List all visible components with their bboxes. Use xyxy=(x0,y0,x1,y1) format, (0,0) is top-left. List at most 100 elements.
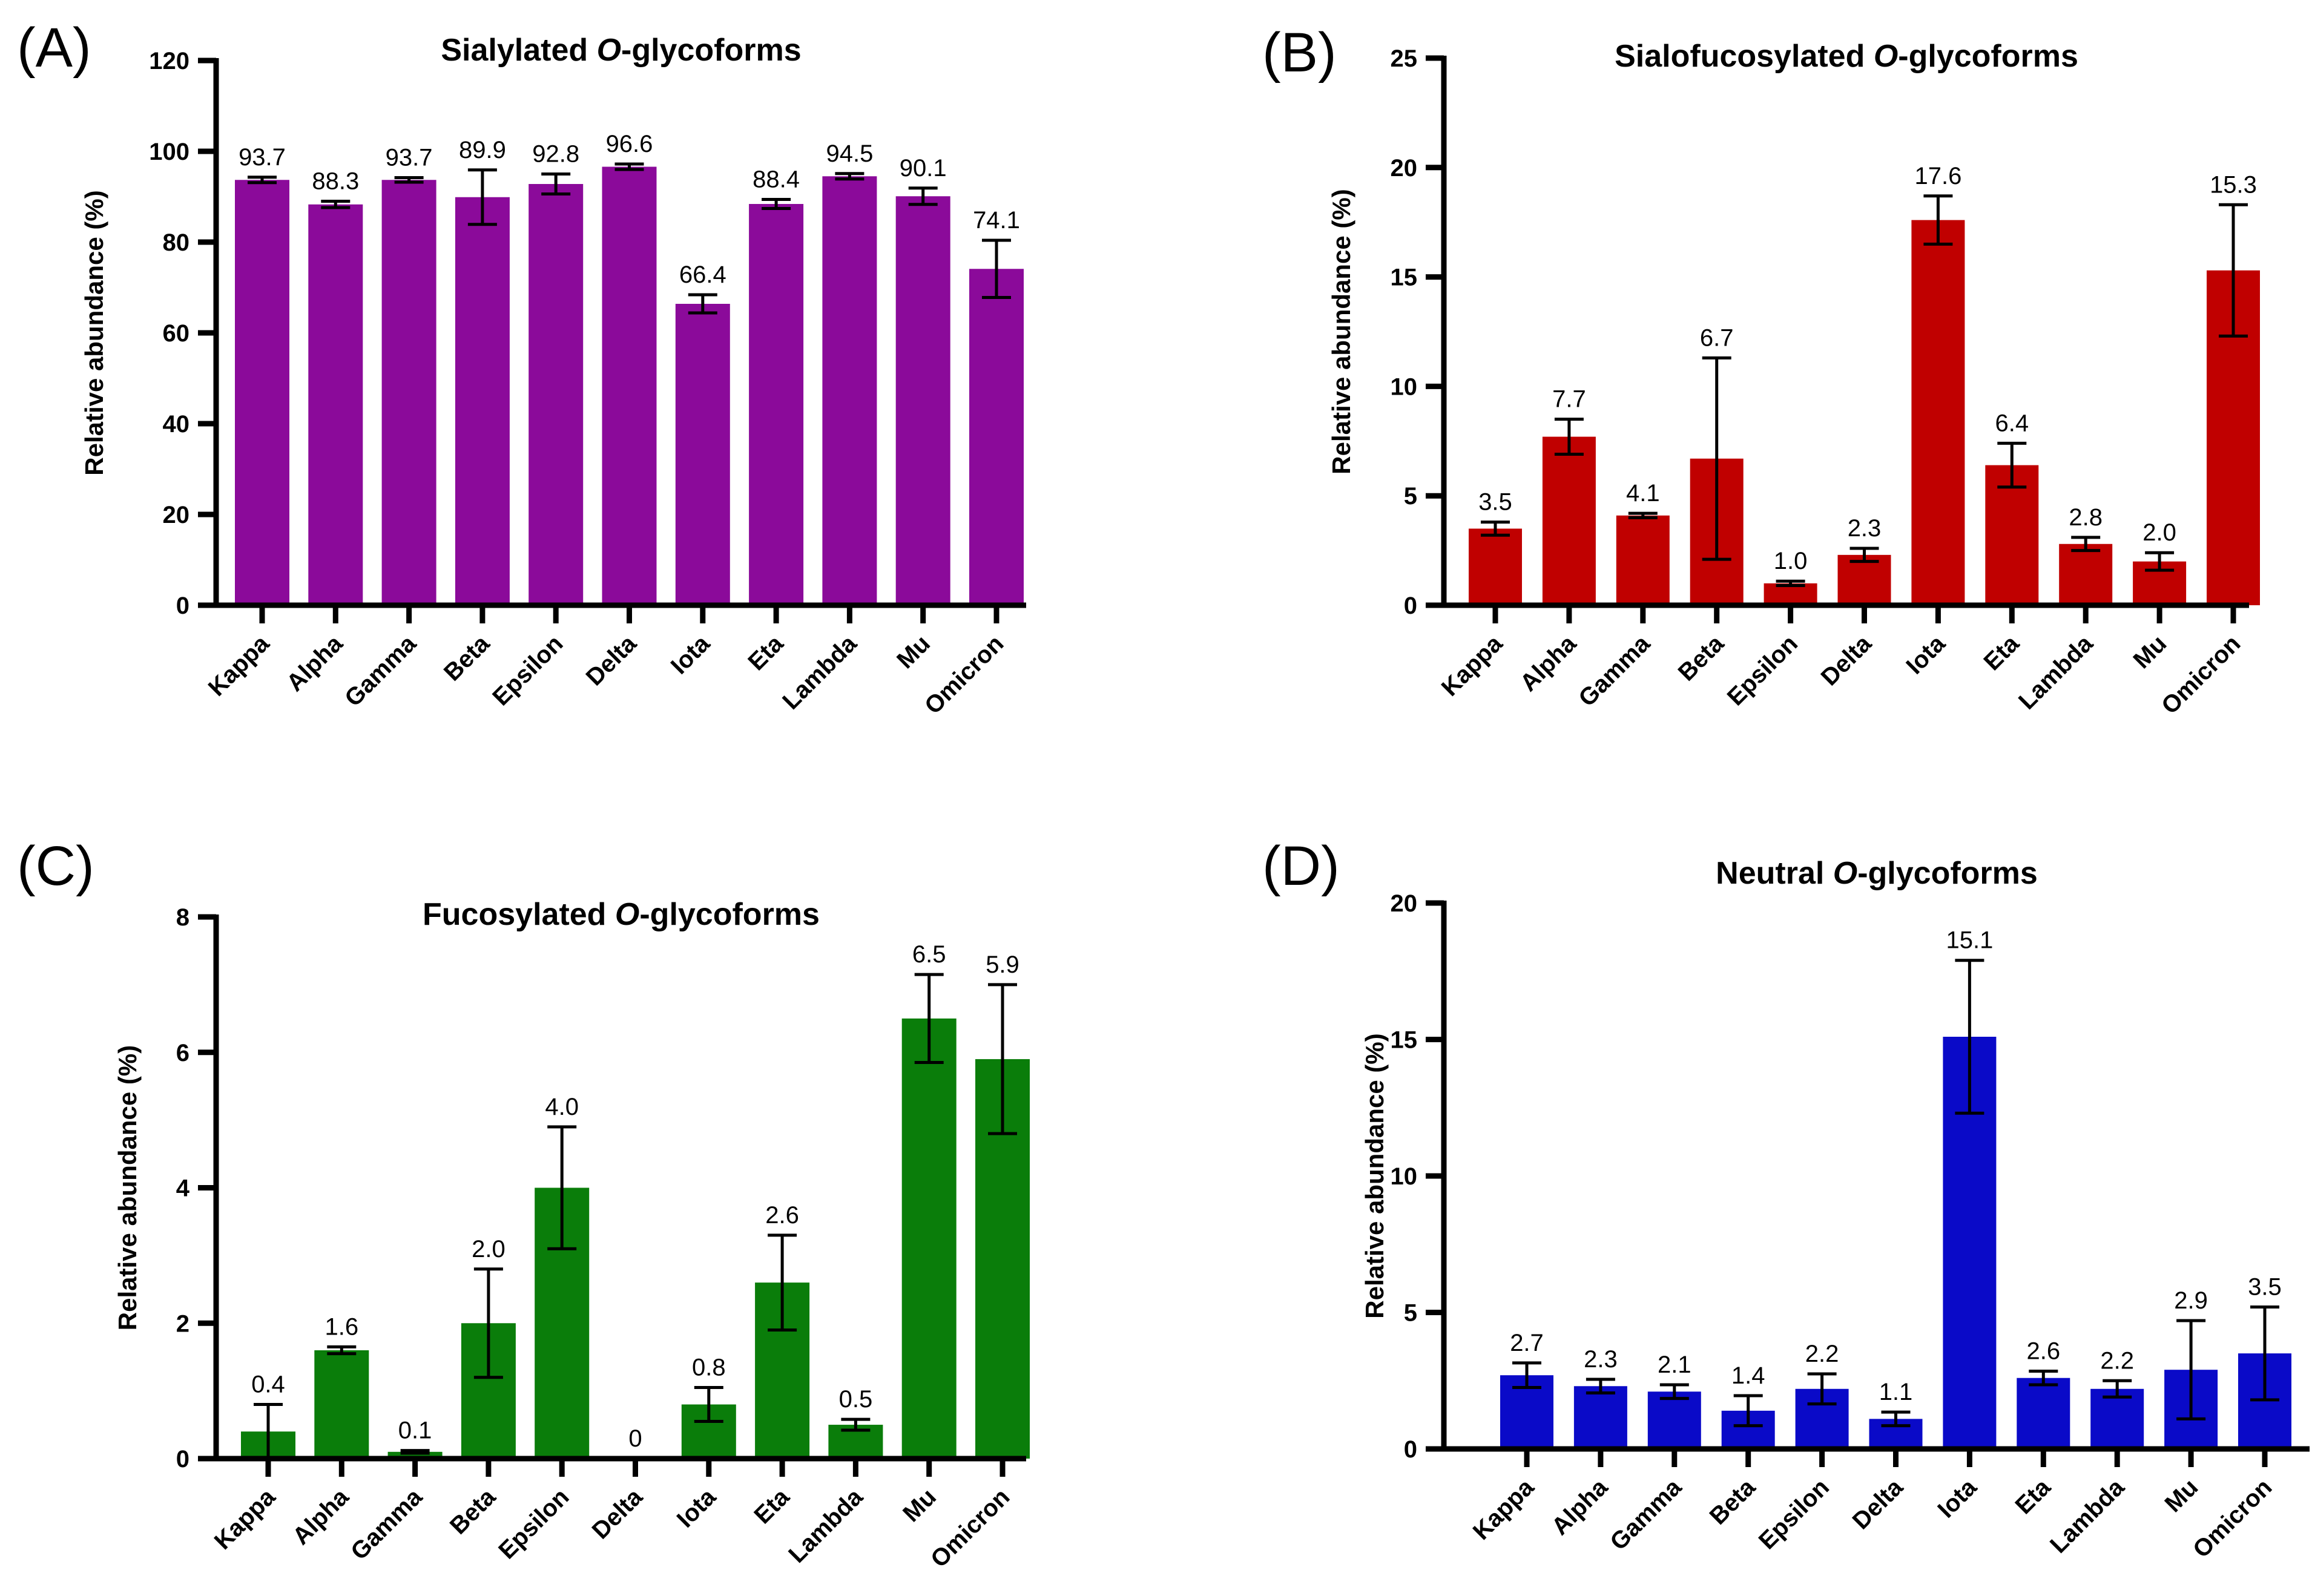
chart-title-italic: O xyxy=(615,897,639,932)
chart-panel-d: (D) Neutral O-glycoforms Relative abundanc… xyxy=(1262,835,2310,1563)
y-axis-label: Relative abundance (%) xyxy=(80,190,108,475)
data-label: 4.1 xyxy=(1626,480,1660,507)
data-label: 2.7 xyxy=(1510,1330,1544,1356)
chart-title-text: Sialofucosylated xyxy=(1615,39,1874,74)
category-label: Gamma xyxy=(1573,630,1655,712)
data-label: 2.8 xyxy=(2069,504,2103,531)
category-label: Epsilon xyxy=(1722,630,1803,711)
category-label: Omicron xyxy=(2188,1474,2277,1563)
category-label: Delta xyxy=(1848,1474,1909,1535)
y-axis-label: Relative abundance (%) xyxy=(1360,1033,1389,1318)
y-tick-label: 100 xyxy=(149,139,189,165)
category-label: Kappa xyxy=(203,630,275,701)
panel-letter: (D) xyxy=(1262,835,1340,897)
data-label: 15.3 xyxy=(2210,171,2257,198)
chart-title-text: -glycoforms xyxy=(639,897,820,932)
bar xyxy=(1911,220,1965,606)
bar xyxy=(235,180,289,605)
y-tick-label: 2 xyxy=(176,1310,189,1337)
data-label: 6.4 xyxy=(1995,410,2029,436)
y-tick-label: 80 xyxy=(163,229,190,256)
bar xyxy=(1469,528,1522,605)
category-label: Alpha xyxy=(1547,1474,1613,1540)
data-label: 2.3 xyxy=(1584,1346,1618,1373)
y-tick-label: 15 xyxy=(1391,1027,1418,1054)
bar xyxy=(455,197,510,605)
data-label: 17.6 xyxy=(1914,163,1961,189)
category-label: Gamma xyxy=(340,630,421,712)
y-tick-label: 0 xyxy=(176,1446,189,1473)
category-label: Mu xyxy=(2129,630,2172,674)
data-label: 2.0 xyxy=(472,1236,506,1263)
category-label: Alpha xyxy=(282,630,348,697)
category-label: Iota xyxy=(666,630,716,680)
y-tick-label: 25 xyxy=(1391,45,1418,72)
category-label: Kappa xyxy=(1437,630,1508,701)
chart-title-text: -glycoforms xyxy=(1857,856,2038,891)
category-label: Beta xyxy=(445,1483,501,1540)
bar xyxy=(387,1451,443,1459)
y-tick-label: 0 xyxy=(1404,1436,1417,1463)
category-label: Eta xyxy=(743,630,789,676)
chart-title-text: -glycoforms xyxy=(621,33,802,68)
category-label: Lambda xyxy=(777,630,862,715)
data-label: 1.6 xyxy=(324,1313,358,1340)
data-label: 15.1 xyxy=(1946,927,1993,954)
chart-panel-c: (C) Fucosylated O-glycoforms Relative abun… xyxy=(17,835,1030,1573)
data-label: 5.9 xyxy=(986,951,1019,978)
y-tick-label: 15 xyxy=(1391,264,1418,291)
category-label: Beta xyxy=(1673,630,1730,686)
y-tick-label: 4 xyxy=(176,1175,190,1202)
category-label: Gamma xyxy=(346,1483,427,1565)
panel-letter: (A) xyxy=(17,17,91,79)
chart-title-italic: O xyxy=(1833,856,1857,891)
bar xyxy=(308,204,363,605)
category-label: Kappa xyxy=(209,1483,281,1555)
data-label: 74.1 xyxy=(973,207,1020,234)
chart-panel-b: (B) Sialofucosylated O-glycoforms Relative… xyxy=(1262,22,2260,720)
category-label: Delta xyxy=(587,1483,648,1545)
bar xyxy=(895,196,950,605)
category-label: Eta xyxy=(2011,1474,2057,1520)
bar xyxy=(2059,543,2113,605)
category-label: Lambda xyxy=(2014,630,2098,715)
data-label: 6.7 xyxy=(1700,324,1734,351)
data-label: 89.9 xyxy=(459,137,506,163)
chart-panel-a: (A) Sialylated O-glycoforms Relative abund… xyxy=(17,17,1026,720)
chart-title-italic: O xyxy=(1874,39,1898,74)
y-tick-label: 0 xyxy=(176,593,189,619)
chart-title-text: Neutral xyxy=(1716,856,1833,891)
category-label: Omicron xyxy=(926,1483,1015,1572)
category-label: Omicron xyxy=(2156,630,2245,719)
bar xyxy=(1837,554,1891,605)
category-label: Mu xyxy=(898,1483,941,1527)
category-label: Alpha xyxy=(288,1483,354,1550)
data-label: 2.1 xyxy=(1658,1351,1691,1378)
category-label: Alpha xyxy=(1515,630,1582,697)
bar xyxy=(1616,515,1670,605)
data-label: 90.1 xyxy=(900,155,947,182)
category-label: Iota xyxy=(1932,1474,1982,1523)
y-tick-label: 10 xyxy=(1391,1163,1418,1190)
y-tick-label: 40 xyxy=(163,411,190,438)
bar xyxy=(314,1350,369,1459)
data-label: 3.5 xyxy=(1478,489,1512,516)
category-label: Epsilon xyxy=(1754,1474,1834,1554)
category-label: Mu xyxy=(892,630,935,674)
category-label: Lambda xyxy=(2045,1474,2130,1558)
chart-title-text: Sialylated xyxy=(441,33,596,68)
y-tick-label: 20 xyxy=(163,502,190,528)
y-axis-label: Relative abundance (%) xyxy=(113,1045,142,1330)
y-tick-label: 60 xyxy=(163,320,190,347)
data-label: 0.8 xyxy=(692,1355,726,1381)
bar xyxy=(969,269,1024,605)
chart-title: Sialylated O-glycoforms xyxy=(441,33,801,68)
chart-title-text: Fucosylated xyxy=(423,897,615,932)
category-label: Kappa xyxy=(1468,1474,1540,1545)
category-label: Gamma xyxy=(1605,1474,1687,1555)
data-label: 6.5 xyxy=(912,941,946,968)
y-tick-label: 10 xyxy=(1391,373,1418,400)
data-label: 0.5 xyxy=(839,1386,873,1413)
chart-title-text: -glycoforms xyxy=(1898,39,2078,74)
